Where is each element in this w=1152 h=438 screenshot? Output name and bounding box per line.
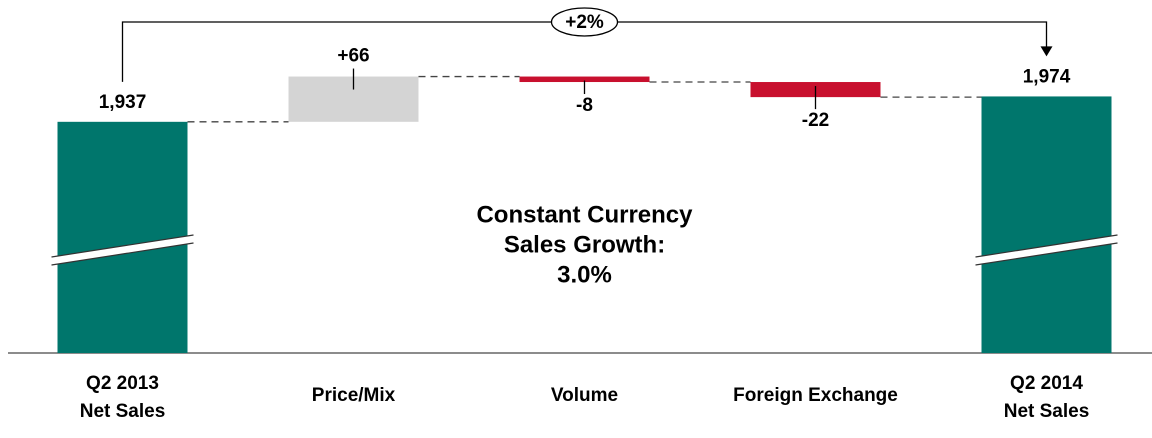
x-tick-label: Q2 2014 [1010,373,1083,394]
x-tick-label: Q2 2013 [86,373,159,394]
note: Sales Growth: [504,231,665,258]
break-line [975,234,1118,258]
x-tick-label: Volume [551,385,618,406]
value-label: 1,937 [99,92,147,113]
x-tick-label: Net Sales [1004,401,1090,422]
break-gap [51,235,194,265]
note: 3.0% [557,261,612,288]
growth-label: +2% [565,12,604,33]
bar [981,96,1112,353]
x-tick-label: Foreign Exchange [733,385,898,406]
value-label: -22 [802,110,829,131]
note: Constant Currency [476,201,693,228]
growth-bubble [550,7,619,37]
x-tick-label: Net Sales [80,401,166,422]
x-tick-label: Price/Mix [312,385,396,406]
value-label: 1,974 [1023,66,1071,87]
axis-break [51,234,194,266]
break-line [51,234,194,258]
bar [57,121,188,354]
break-line [51,242,194,266]
growth-arrow [1040,46,1053,57]
value-label: -8 [576,95,593,116]
bar [519,76,650,83]
axis-break [975,234,1118,266]
break-gap [975,235,1118,265]
value-label: +66 [337,46,369,67]
break-line [975,242,1118,266]
